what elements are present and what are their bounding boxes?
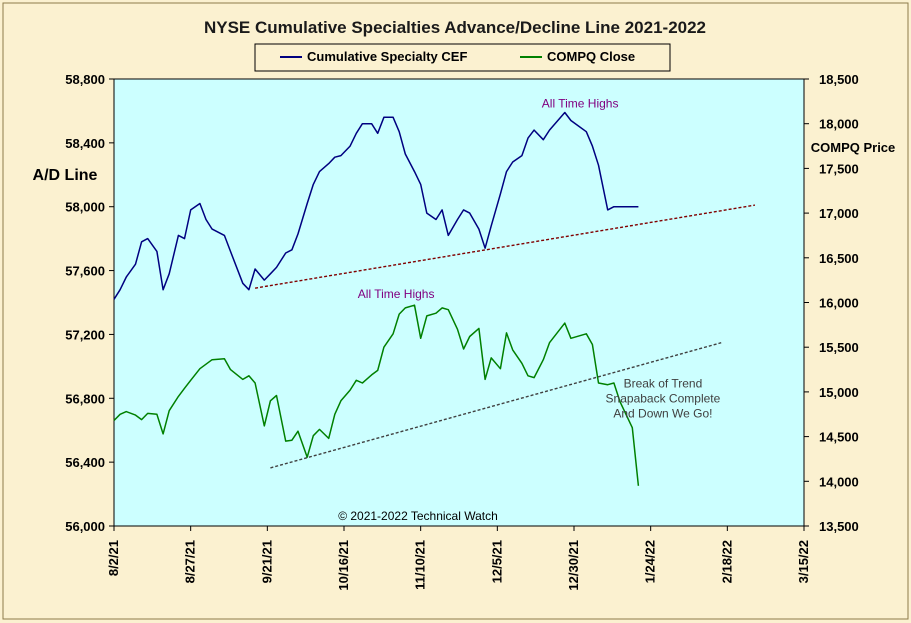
right-axis-tick-label: 17,000 (819, 206, 859, 221)
trendline-layer (254, 204, 756, 469)
legend: Cumulative Specialty CEF COMPQ Close (254, 43, 671, 72)
x-axis-tick-label: 9/21/21 (259, 540, 274, 583)
right-axis-tick-label: 17,500 (819, 161, 859, 176)
annotation-ad-high: All Time Highs (542, 97, 619, 111)
right-axis-tick-label: 16,500 (819, 251, 859, 266)
plot-area (113, 78, 805, 527)
x-axis-tick-label: 10/16/21 (336, 540, 351, 591)
right-axis-tick-label: 18,000 (819, 117, 859, 132)
left-axis-title: A/D Line (33, 167, 98, 184)
left-axis-tick-label: 58,800 (65, 72, 105, 87)
left-axis-tick-label: 57,200 (65, 327, 105, 342)
left-axis-tick-label: 57,600 (65, 264, 105, 279)
x-axis-tick-label: 3/15/22 (796, 540, 811, 583)
legend-box (254, 43, 671, 72)
left-axis-tick-label: 58,400 (65, 136, 105, 151)
compq-trendline (270, 342, 722, 469)
annotation-break-line: And Down We Go! (613, 406, 712, 420)
right-axis-tick-label: 18,500 (819, 72, 859, 87)
x-axis-tick-label: 8/27/21 (183, 540, 198, 583)
series-layer (113, 111, 640, 486)
left-axis-tick-label: 56,000 (65, 519, 105, 534)
right-axis-title: COMPQ Price (811, 140, 896, 155)
ad-trendline (254, 204, 756, 289)
right-axis-tick-label: 14,000 (819, 474, 859, 489)
legend-label-compq: COMPQ Close (547, 49, 635, 64)
left-axis-tick-label: 56,400 (65, 455, 105, 470)
right-axis-tick-label: 13,500 (819, 519, 859, 534)
annotation-break-line: Snapaback Complete (606, 391, 721, 405)
annotation-compq-high: All Time Highs (358, 287, 435, 301)
x-axis-tick-label: 12/30/21 (566, 540, 581, 591)
annotation-layer: All Time Highs All Time Highs Break of Tre… (338, 97, 720, 523)
axis-layer: 58,800 58,400 58,000 57,600 57,200 56,800 56,4… (65, 72, 859, 591)
right-axis-tick-label: 16,000 (819, 296, 859, 311)
legend-label-ad-line: Cumulative Specialty CEF (307, 49, 467, 64)
left-axis-tick-label: 56,800 (65, 391, 105, 406)
left-axis-tick-label: 58,000 (65, 200, 105, 215)
right-axis-tick-label: 15,500 (819, 340, 859, 355)
x-axis-tick-label: 8/2/21 (106, 540, 121, 576)
annotation-break-line: Break of Trend (624, 376, 703, 390)
right-axis-tick-label: 15,000 (819, 385, 859, 400)
x-axis-tick-label: 11/10/21 (413, 540, 428, 590)
copyright-notice: © 2021-2022 Technical Watch (338, 509, 498, 523)
ad-line-series (113, 111, 639, 300)
compq-series (113, 304, 640, 486)
x-axis-tick-label: 2/18/22 (719, 540, 734, 583)
x-axis-tick-label: 12/5/21 (489, 540, 504, 583)
chart-title: NYSE Cumulative Specialties Advance/Decl… (204, 18, 706, 37)
right-axis-tick-label: 14,500 (819, 430, 859, 445)
x-axis-tick-label: 1/24/22 (643, 540, 658, 583)
